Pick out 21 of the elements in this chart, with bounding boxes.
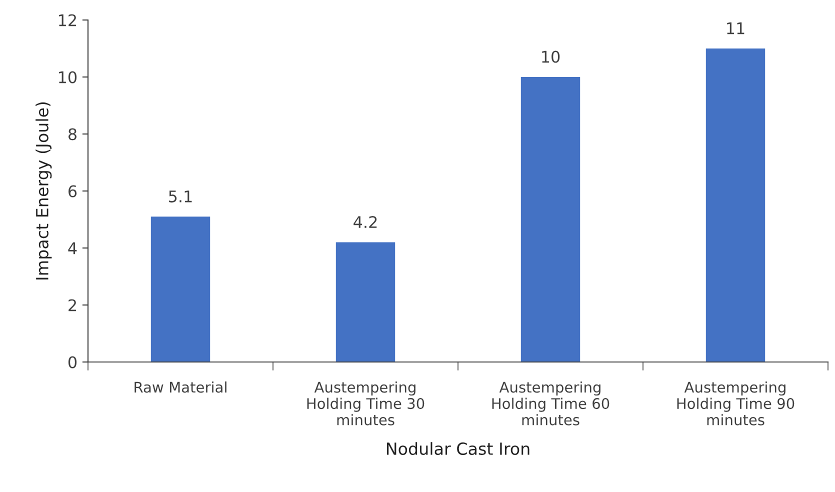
y-tick-label: 6 <box>68 185 77 198</box>
y-tick-label: 10 <box>59 71 77 84</box>
data-label: 11 <box>727 22 744 34</box>
x-tick-label: Austempering Holding Time 30 minutes <box>307 381 424 426</box>
x-tick-label: Austempering Holding Time 90 minutes <box>677 381 794 426</box>
x-axis-title: Nodular Cast Iron <box>386 442 530 456</box>
bar <box>520 77 580 362</box>
bar <box>336 242 396 362</box>
bar <box>706 48 766 362</box>
data-label: 5.1 <box>169 190 192 202</box>
y-tick-label: 4 <box>68 242 77 254</box>
x-tick-label: Raw Material <box>134 381 226 393</box>
y-tick-label: 8 <box>68 128 76 140</box>
data-label: 10 <box>542 50 560 63</box>
y-axis-title: Impact Energy (Joule) <box>36 102 52 280</box>
x-tick-label: Austempering Holding Time 60 minutes <box>492 381 610 426</box>
bar <box>150 216 210 362</box>
y-tick-label: 12 <box>59 14 76 26</box>
y-tick-label: 2 <box>68 299 76 312</box>
y-tick-label: 0 <box>68 356 77 368</box>
data-label: 4.2 <box>354 216 377 228</box>
